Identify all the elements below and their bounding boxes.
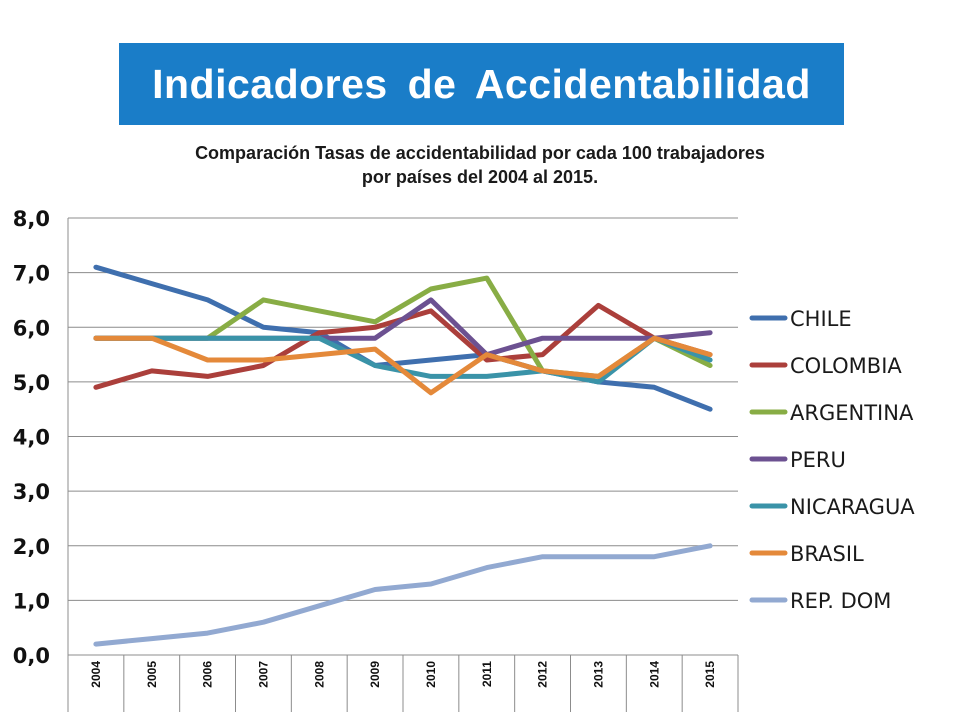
legend-label: PERU bbox=[790, 448, 846, 472]
y-tick-label: 1,0 bbox=[13, 589, 50, 613]
title-banner: Indicadores de Accidentabilidad bbox=[119, 43, 844, 125]
legend-label: REP. DOM bbox=[790, 589, 891, 613]
y-tick-label: 4,0 bbox=[13, 426, 50, 450]
legend-label: COLOMBIA bbox=[790, 354, 902, 378]
y-tick-label: 7,0 bbox=[13, 262, 50, 286]
x-tick-label: 2013 bbox=[591, 661, 605, 688]
legend-label: NICARAGUA bbox=[790, 495, 915, 519]
y-tick-label: 5,0 bbox=[13, 371, 50, 395]
legend-label: CHILE bbox=[790, 307, 852, 331]
x-tick-label: 2014 bbox=[647, 661, 661, 688]
x-tick-label: 2011 bbox=[480, 661, 494, 687]
chart-subtitle-line-2: por países del 2004 al 2015. bbox=[361, 167, 599, 187]
y-tick-label: 3,0 bbox=[13, 480, 50, 504]
y-tick-label: 0,0 bbox=[13, 644, 50, 668]
x-tick-label: 2009 bbox=[368, 661, 382, 688]
series-line-brasil bbox=[93, 335, 713, 396]
page-title: Indicadores de Accidentabilidad bbox=[152, 60, 811, 107]
x-tick-label: 2005 bbox=[145, 661, 159, 688]
series-line-chile bbox=[93, 264, 713, 412]
chart-subtitle: Comparación Tasas de accidentabilidad po… bbox=[80, 141, 880, 189]
x-tick-label: 2007 bbox=[256, 661, 270, 688]
y-tick-label: 6,0 bbox=[13, 316, 50, 340]
x-tick-label: 2012 bbox=[536, 661, 550, 688]
x-tick-label: 2015 bbox=[703, 661, 717, 688]
legend-label: ARGENTINA bbox=[790, 401, 914, 425]
x-tick-label: 2006 bbox=[201, 661, 215, 688]
legend-label: BRASIL bbox=[790, 542, 864, 566]
chart-subtitle-line-1: Comparación Tasas de accidentabilidad po… bbox=[195, 143, 765, 163]
x-tick-label: 2010 bbox=[424, 661, 438, 688]
x-tick-label: 2008 bbox=[312, 661, 326, 688]
x-tick-label: 2004 bbox=[89, 661, 103, 688]
y-tick-label: 2,0 bbox=[13, 535, 50, 559]
series-line-rep-dom bbox=[93, 543, 713, 647]
y-tick-label: 8,0 bbox=[13, 207, 50, 231]
